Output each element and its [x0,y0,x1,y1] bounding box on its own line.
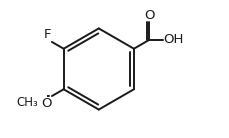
Text: CH₃: CH₃ [16,96,38,109]
Text: F: F [44,28,51,41]
Text: OH: OH [163,33,183,46]
Text: O: O [144,9,154,22]
Text: O: O [41,97,51,110]
